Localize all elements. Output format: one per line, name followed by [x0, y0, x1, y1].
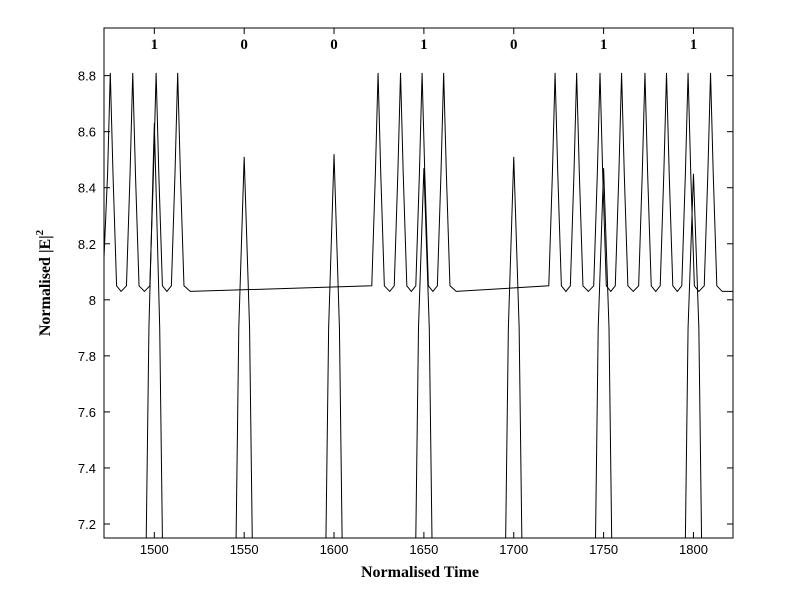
y-tick-label: 7.8 — [78, 349, 96, 364]
y-tick-label: 7.2 — [78, 517, 96, 532]
bit-label: 0 — [330, 37, 338, 53]
y-tick-label: 8.8 — [78, 69, 96, 84]
bit-label: 0 — [510, 37, 518, 53]
y-tick-label: 7.6 — [78, 405, 96, 420]
x-tick-label: 1800 — [679, 542, 708, 557]
x-axis-label: Normalised Time — [361, 564, 479, 581]
bit-label: 1 — [600, 37, 608, 53]
x-tick-label: 1650 — [409, 542, 438, 557]
x-tick-label: 1600 — [320, 542, 349, 557]
y-axis-label-main: Normalised |E| — [37, 235, 54, 336]
y-tick-label: 7.4 — [78, 461, 96, 476]
x-tick-label: 1550 — [230, 542, 259, 557]
y-axis-label: Normalised |E|2 — [34, 229, 54, 336]
y-tick-label: 8.4 — [78, 181, 96, 196]
y-tick-label: 8.6 — [78, 125, 96, 140]
x-tick-label: 1700 — [499, 542, 528, 557]
bit-label: 1 — [151, 37, 159, 53]
y-axis-label-superscript: 2 — [34, 229, 46, 235]
signal-line — [145, 123, 703, 538]
bit-label: 1 — [690, 37, 698, 53]
bit-label: 1 — [420, 37, 428, 53]
x-tick-label: 1500 — [140, 542, 169, 557]
y-tick-label: 8 — [89, 293, 96, 308]
y-tick-label: 8.2 — [78, 237, 96, 252]
x-tick-label: 1750 — [589, 542, 618, 557]
bit-label: 0 — [240, 37, 248, 53]
signal-line — [104, 72, 733, 293]
